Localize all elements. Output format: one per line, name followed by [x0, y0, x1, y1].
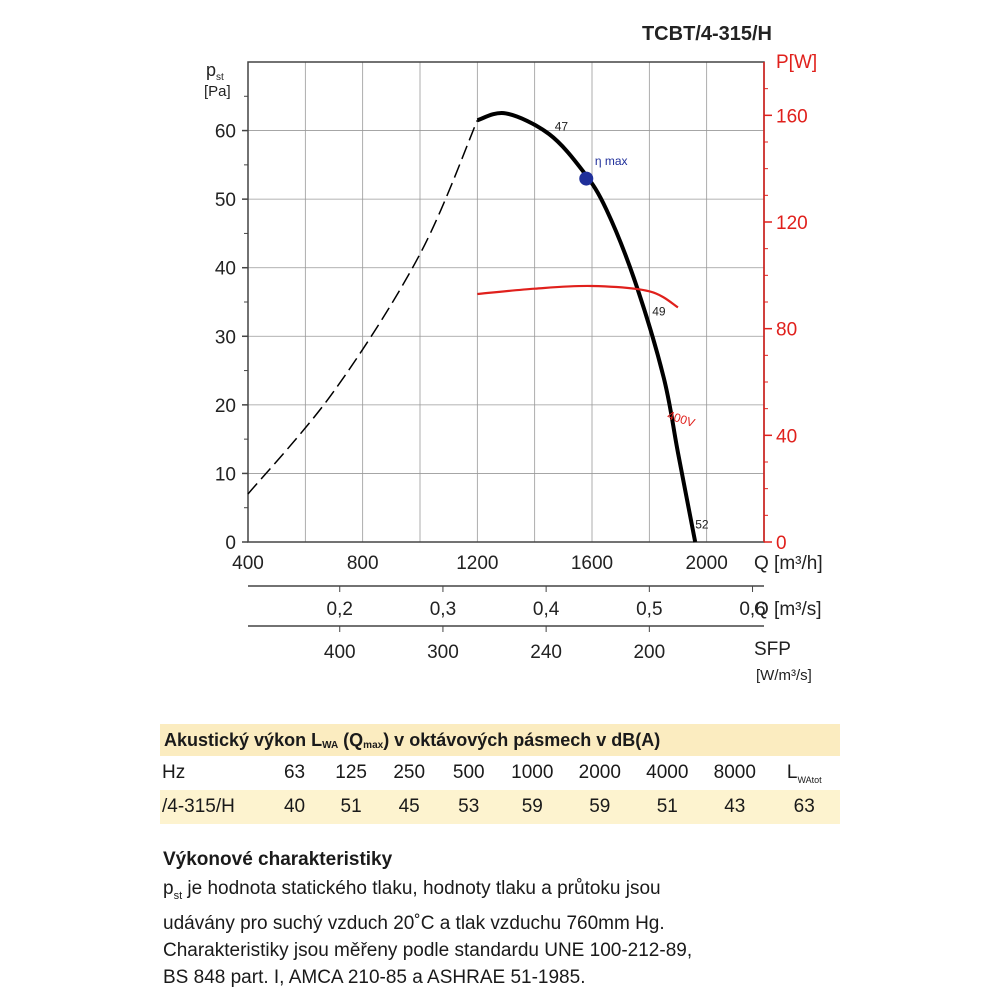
- value-cell: 53: [438, 796, 499, 818]
- x-tick-label: 1200: [456, 553, 498, 574]
- y-right-tick-label: 160: [776, 106, 808, 127]
- freq-cell: 2000: [578, 762, 621, 783]
- x-sfp-tick-label: 200: [633, 642, 665, 663]
- model-label: /4-315/H: [160, 796, 267, 818]
- value-cell: 43: [701, 796, 769, 818]
- freq-cell: 63: [283, 762, 306, 783]
- series-pressure-curve: [476, 111, 698, 543]
- freq-cell: 1000: [511, 762, 554, 783]
- y-right-axis-label: P[W]: [776, 52, 817, 73]
- performance-line: BS 848 part. I, AMCA 210-85 a ASHRAE 51-…: [163, 966, 586, 988]
- chart-title: TCBT/4-315/H: [642, 23, 772, 45]
- x-sfp-tick-label: 400: [324, 642, 356, 663]
- x-m3s-tick-label: 0,4: [533, 599, 560, 620]
- y-tick-label: 10: [215, 464, 236, 485]
- y-tick-label: 30: [215, 327, 236, 348]
- y-tick-label: 0: [225, 533, 236, 554]
- y-tick-label: 40: [215, 259, 236, 280]
- freq-cell: 8000: [713, 762, 756, 783]
- performance-line: udávány pro suchý vzduch 20˚C a tlak vzd…: [163, 912, 665, 934]
- value-cell: 51: [633, 796, 702, 818]
- x-tick-label: 1600: [571, 553, 613, 574]
- x-m3s-tick-label: 0,3: [430, 599, 456, 620]
- x-tick-label: 800: [347, 553, 379, 574]
- x-axis-m3s-label: Q [m³/s]: [754, 599, 822, 620]
- annotation-label: η max: [595, 154, 628, 168]
- total-value: 63: [768, 796, 840, 818]
- freq-cell: 250: [393, 762, 426, 783]
- annotation-label: 47: [555, 120, 569, 134]
- axes: [242, 61, 772, 632]
- y-axis-label-sub: st: [216, 72, 224, 83]
- annotation-label: 49: [652, 305, 666, 319]
- total-label: LWAtot: [786, 761, 822, 785]
- y-right-tick-label: 0: [776, 533, 787, 554]
- value-cell: 40: [266, 796, 323, 818]
- x-tick-label: 2000: [686, 553, 728, 574]
- y-tick-label: 50: [215, 190, 236, 211]
- value-cell: 51: [322, 796, 380, 818]
- series-power-line: [477, 284, 679, 309]
- x-axis-label: Q [m³/h]: [754, 553, 823, 574]
- value-cell: 45: [379, 796, 439, 818]
- value-cell: 59: [498, 796, 567, 818]
- y-right-tick-label: 80: [776, 320, 797, 341]
- fan-curve-chart: 0 10 20 30 40 50 60 p st[Pa] 0 40 80 120 160 P[W] 400 80…: [204, 23, 823, 684]
- y-tick-label: 60: [215, 122, 236, 143]
- hz-label: Hz: [162, 762, 186, 783]
- acoustic-title: Akustický výkon LWA (Qmax) v oktávových …: [160, 724, 840, 756]
- performance-title: Výkonové charakteristiky: [163, 849, 393, 870]
- series: [247, 111, 698, 543]
- x-axis-sfp-unit: [W/m³/s]: [756, 667, 812, 684]
- series-unstable-dashed: [247, 119, 479, 495]
- y-right-tick-label: 40: [776, 426, 797, 447]
- freq-cell: 500: [452, 762, 485, 783]
- frequency-row: Hz 63 125 250 500 1000 2000 4000 8000 LW…: [160, 756, 840, 790]
- annotation-label: 400V: [666, 408, 697, 430]
- performance-line: Charakteristiky jsou měřeny podle standa…: [163, 939, 693, 961]
- x-m3s-tick-label: 0,5: [636, 599, 662, 620]
- freq-cell: 4000: [646, 762, 689, 783]
- y-right-tick-label: 120: [776, 213, 808, 234]
- labels: 0 10 20 30 40 50 60 p st[Pa] 0 40 80 120 160 P[W] 400 80…: [204, 23, 823, 684]
- grid: [248, 62, 764, 542]
- plot-frame: [247, 61, 765, 543]
- y-tick-label: 20: [215, 396, 236, 417]
- x-tick-label: 400: [232, 553, 264, 574]
- x-sfp-tick-label: 240: [530, 642, 562, 663]
- x-m3s-tick-label: 0,2: [327, 599, 353, 620]
- value-cell: 59: [566, 796, 634, 818]
- freq-cell: 125: [335, 762, 367, 783]
- x-sfp-tick-label: 300: [427, 642, 459, 663]
- eta-max-point: [579, 171, 594, 186]
- y-axis-label: p: [206, 60, 216, 80]
- annotation-label: 52: [695, 517, 709, 531]
- x-axis-sfp-label: SFP: [754, 639, 791, 660]
- performance-line: pst je hodnota statického tlaku, hodnoty…: [163, 878, 661, 902]
- x-m3s-tick-label: 0,6: [739, 599, 765, 620]
- acoustic-table: Akustický výkon LWA (Qmax) v oktávových …: [160, 724, 840, 824]
- value-row: /4-315/H 40 51 45 53 59 59 51 43 63: [160, 790, 840, 824]
- performance-notes: Výkonové charakteristiky pst je hodnota …: [163, 846, 863, 991]
- y-axis-unit: [Pa]: [204, 83, 231, 100]
